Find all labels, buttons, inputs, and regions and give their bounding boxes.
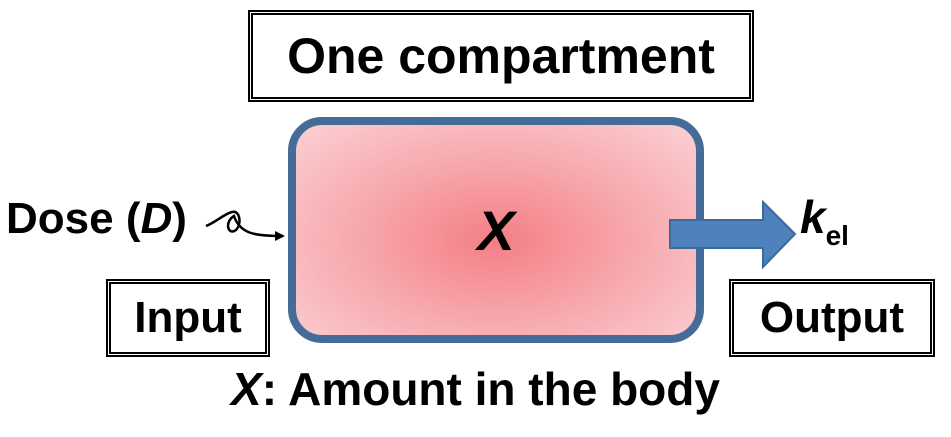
diagram-title: One compartment bbox=[287, 28, 715, 84]
dose-symbol: D bbox=[140, 194, 173, 243]
title-box: One compartment bbox=[248, 10, 754, 102]
dose-text: Dose ( bbox=[6, 194, 141, 243]
caption-variable: X bbox=[231, 363, 262, 415]
input-box: Input bbox=[106, 279, 270, 357]
caption-text: : Amount in the body bbox=[261, 363, 720, 415]
dose-close: ) bbox=[172, 194, 187, 243]
caption: X: Amount in the body bbox=[0, 362, 951, 416]
output-arrow bbox=[669, 199, 797, 270]
output-label: Output bbox=[759, 293, 905, 342]
compartment-box bbox=[288, 117, 704, 343]
input-label: Input bbox=[134, 293, 242, 342]
input-arrow bbox=[205, 210, 285, 241]
rate-symbol: k bbox=[800, 191, 826, 243]
rate-subscript: el bbox=[825, 220, 849, 251]
dose-label: Dose (D) bbox=[6, 194, 187, 244]
compartment-variable: X bbox=[477, 198, 515, 262]
output-box: Output bbox=[729, 279, 935, 357]
elimination-rate-label: kel bbox=[800, 190, 849, 251]
